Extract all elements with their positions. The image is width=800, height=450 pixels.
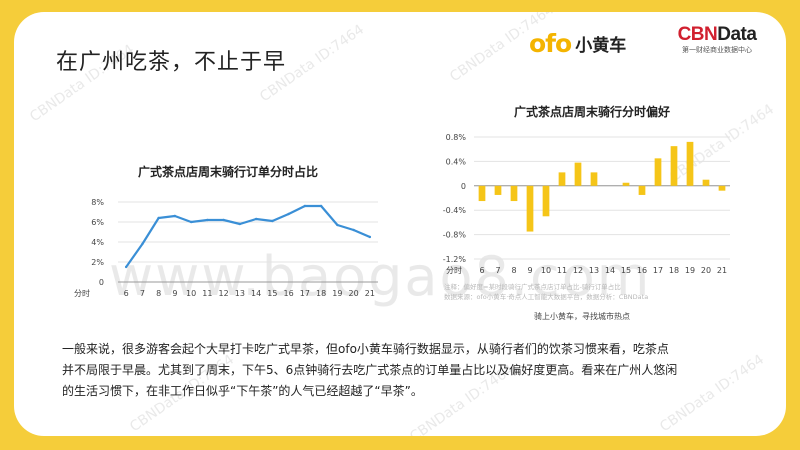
bar [526,185,534,232]
bar [638,185,646,195]
x-tick-label: 9 [527,266,532,275]
bar [654,158,662,186]
data-point [141,242,144,246]
data-point [303,204,307,208]
bar [702,179,710,186]
x-tick-label: 10 [186,289,196,298]
line-chart: 广式茶点店周末骑行订单分时占比 0 2% 4% 6% 8% 分时 6 7 8 9 10 11 12 13 14… [74,164,378,298]
x-tick-label: 20 [701,266,711,275]
x-tick-label: 11 [557,266,567,275]
source-note: 数据来源：ofo小黄车·奇点人工智能大数据平台，数据分析：CBNData [444,292,648,301]
y-tick-label: 0 [461,182,466,191]
x-prefix-label: 分时 [446,265,462,275]
data-point [352,228,355,232]
footer-tag: 骑上小黄车，寻找城市热点 [534,311,630,321]
x-tick-label: 15 [621,266,631,275]
x-tick-label: 13 [235,289,245,298]
x-tick-label: 8 [156,289,161,298]
x-tick-label: 19 [332,289,342,298]
bar [670,146,678,186]
data-point [271,219,274,223]
bar [686,141,694,186]
x-tick-label: 14 [251,289,261,298]
bar [478,185,486,202]
paragraph-line: 一般来说，很多游客会起个大早打卡吃广式早茶，但ofo小黄车骑行数据显示，从骑行者… [62,342,669,356]
source-note: 注释：偏好度=某时段骑行广式茶点店订单占比-骑行订单占比 [444,282,621,291]
x-tick-label: 7 [140,289,145,298]
data-point [173,214,177,218]
slide-card: CBNData ID:7464 CBNData ID:7464 CBNData … [14,12,786,436]
x-tick-label: 20 [349,289,359,298]
ofo-logo-text: ofo [529,28,572,58]
bar [590,172,598,186]
bar-chart: 广式茶点店周末骑行分时偏好 0.8% 0.4% 0 -0.4% -0.8% -1.2%分时 6… [443,104,730,321]
paragraph-line: 并不局限于早晨。尤其到了周末，下午5、6点钟骑行去吃广式茶点的订单量占比以及偏好… [62,363,678,377]
x-tick-label: 14 [605,266,615,275]
data-point [254,217,258,221]
y-tick-label: -1.2% [443,255,467,264]
bar [542,185,550,217]
data-point [222,218,225,222]
x-tick-label: 21 [365,289,375,298]
y-tick-label: 0.8% [446,133,467,142]
x-tick-label: 21 [717,266,727,275]
y-tick-label: 8% [91,198,104,207]
data-point [157,216,160,220]
cbndata-logo-sub: 第一财经商业数据中心 [682,46,752,54]
data-point [287,212,290,216]
x-tick-label: 12 [573,266,583,275]
x-tick-label: 7 [495,266,500,275]
data-point [206,218,209,222]
bar [574,162,582,186]
cbndata-logo: CBNData 第一财经商业数据中心 [662,24,772,55]
x-tick-label: 6 [479,266,484,275]
x-tick-label: 9 [172,289,177,298]
cbndata-logo-text: CBNData [677,24,757,45]
bar [494,185,502,195]
x-tick-label: 11 [202,289,212,298]
data-point [336,223,339,227]
bar [718,185,726,191]
x-tick-label: 13 [589,266,599,275]
bar [510,185,518,202]
data-point [189,220,193,224]
data-point [238,222,242,226]
x-tick-label: 16 [637,266,647,275]
x-tick-label: 19 [685,266,695,275]
series-line [125,204,371,268]
x-tick-label: 15 [267,289,277,298]
bar [558,172,566,186]
chart-title: 广式茶点店周末骑行分时偏好 [514,104,670,119]
y-tick-label: -0.8% [443,231,467,240]
paragraph-line: 的生活习惯下，在非工作日似乎“下午茶”的人气已经超越了“早茶”。 [62,384,423,398]
x-tick-label: 17 [653,266,663,275]
y-tick-label: 6% [91,218,104,227]
data-point [124,265,128,269]
description-paragraph: 一般来说，很多游客会起个大早打卡吃广式早茶，但ofo小黄车骑行数据显示，从骑行者… [62,339,762,402]
bar [622,182,630,186]
y-tick-label: -0.4% [443,206,467,215]
x-tick-label: 18 [316,289,326,298]
ofo-logo: ofo 小黄车 [529,28,626,58]
ofo-logo-cn: 小黄车 [575,35,627,56]
y-tick-label: 0.4% [446,157,467,166]
y-tick-label: 2% [91,258,104,267]
x-tick-label: 17 [300,289,310,298]
data-point [368,235,372,239]
x-tick-label: 10 [541,266,551,275]
x-tick-label: 12 [219,289,229,298]
y-tick-label: 0 [99,278,104,287]
chart-title: 广式茶点店周末骑行订单分时占比 [138,164,318,179]
y-tick-label: 4% [91,238,104,247]
x-tick-label: 16 [284,289,294,298]
page-title: 在广州吃茶，不止于早 [56,50,287,75]
x-prefix-label: 分时 [74,288,90,298]
x-tick-label: 18 [669,266,679,275]
x-tick-label: 8 [511,266,516,275]
x-tick-label: 6 [124,289,129,298]
data-point [319,204,323,208]
